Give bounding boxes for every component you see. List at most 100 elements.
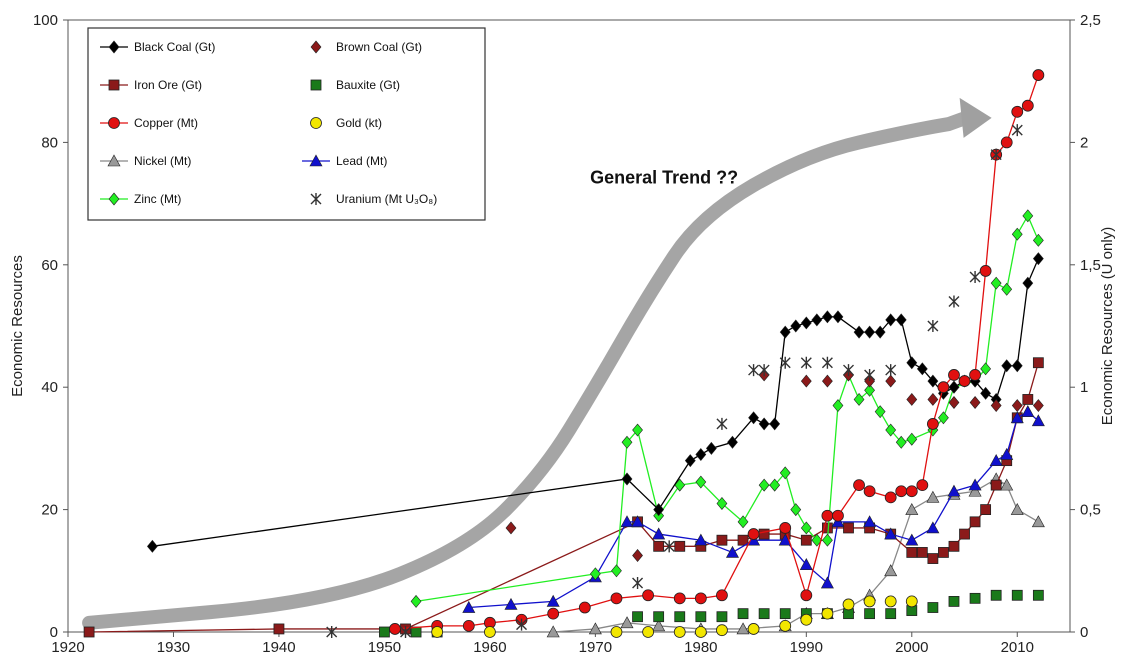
data-point xyxy=(885,423,897,437)
data-point xyxy=(694,592,707,605)
legend-item: Black Coal (Gt) xyxy=(100,40,215,54)
data-point xyxy=(737,608,749,620)
data-point xyxy=(948,295,960,308)
data-point xyxy=(1011,359,1023,373)
legend-label: Uranium (Mt U₃O₈) xyxy=(336,192,437,206)
data-point xyxy=(747,528,760,540)
data-point xyxy=(610,626,623,638)
data-point xyxy=(969,369,981,381)
trend-arrow-shaft xyxy=(82,110,973,630)
data-point xyxy=(695,448,707,461)
trend-annotation-label: General Trend ?? xyxy=(590,167,738,187)
data-point xyxy=(968,484,982,497)
data-point xyxy=(1032,69,1045,81)
data-point xyxy=(631,515,645,528)
y-tick-label: 60 xyxy=(41,257,58,274)
data-point xyxy=(895,485,908,498)
y2-tick-label: 1 xyxy=(1080,379,1088,396)
series-line xyxy=(553,478,1039,633)
data-point xyxy=(990,589,1002,601)
data-point xyxy=(779,619,792,632)
data-point xyxy=(1011,589,1023,601)
data-point xyxy=(653,611,665,623)
legend-marker xyxy=(107,154,121,167)
data-point xyxy=(832,399,844,413)
series-line xyxy=(152,258,1039,547)
data-point xyxy=(821,356,833,369)
data-point xyxy=(1001,282,1013,296)
data-point xyxy=(674,540,686,552)
x-tick-label: 1990 xyxy=(790,639,823,656)
data-point xyxy=(863,595,876,608)
data-point xyxy=(546,625,560,638)
data-point xyxy=(800,534,812,546)
series-5 xyxy=(431,595,918,638)
legend-label: Iron Ore (Gt) xyxy=(134,78,202,92)
data-point xyxy=(968,478,982,491)
legend-label: Gold (kt) xyxy=(336,116,382,130)
x-tick-label: 1960 xyxy=(473,639,506,656)
data-point xyxy=(546,594,560,607)
data-point xyxy=(863,485,876,498)
data-point xyxy=(1011,227,1023,241)
data-point xyxy=(790,319,802,333)
data-point xyxy=(462,619,475,632)
data-point xyxy=(980,386,992,400)
data-point xyxy=(483,626,496,638)
series-line xyxy=(394,74,1039,630)
data-point xyxy=(400,626,412,638)
data-point xyxy=(864,325,875,339)
data-point xyxy=(273,623,285,635)
series-0 xyxy=(146,252,1044,553)
x-tick-label: 1920 xyxy=(51,639,84,656)
data-point xyxy=(905,595,918,608)
data-point xyxy=(947,484,961,497)
data-point xyxy=(747,623,760,635)
series-6 xyxy=(546,472,1045,638)
data-point xyxy=(800,374,812,388)
data-point xyxy=(779,522,792,534)
legend-box xyxy=(87,27,486,221)
data-point xyxy=(948,380,960,394)
legend-item: Lead (Mt) xyxy=(302,154,387,168)
data-point xyxy=(758,608,770,620)
data-point xyxy=(632,611,643,623)
data-point xyxy=(748,411,759,425)
y2-tick-label: 0 xyxy=(1080,624,1088,641)
data-point xyxy=(906,547,918,558)
data-point xyxy=(1011,124,1023,137)
data-point xyxy=(716,611,728,623)
data-point xyxy=(800,356,812,369)
data-point xyxy=(1021,405,1035,417)
data-point xyxy=(926,490,940,503)
data-point xyxy=(716,534,728,546)
data-point xyxy=(146,539,158,553)
data-point xyxy=(379,626,390,638)
data-point xyxy=(1000,136,1013,149)
legend-marker xyxy=(310,40,322,54)
data-point xyxy=(989,454,1003,466)
data-point xyxy=(832,310,844,324)
data-point xyxy=(990,276,1002,290)
y-axis-label: Economic Resources xyxy=(9,255,26,397)
data-point xyxy=(769,478,781,492)
data-point xyxy=(389,623,401,635)
legend-item: Brown Coal (Gt) xyxy=(310,40,422,54)
data-point xyxy=(842,598,855,611)
data-point xyxy=(811,533,823,547)
data-point xyxy=(1032,399,1044,413)
data-point xyxy=(863,515,877,528)
data-point xyxy=(1032,589,1044,601)
data-point xyxy=(737,515,749,529)
x-tick-label: 2000 xyxy=(895,639,928,656)
data-point xyxy=(916,547,928,558)
data-point xyxy=(948,396,960,409)
data-point xyxy=(748,364,760,377)
data-point xyxy=(779,466,791,480)
data-point xyxy=(632,423,643,437)
legend-marker xyxy=(108,192,120,206)
data-point xyxy=(822,533,833,547)
legend-marker xyxy=(310,117,322,129)
